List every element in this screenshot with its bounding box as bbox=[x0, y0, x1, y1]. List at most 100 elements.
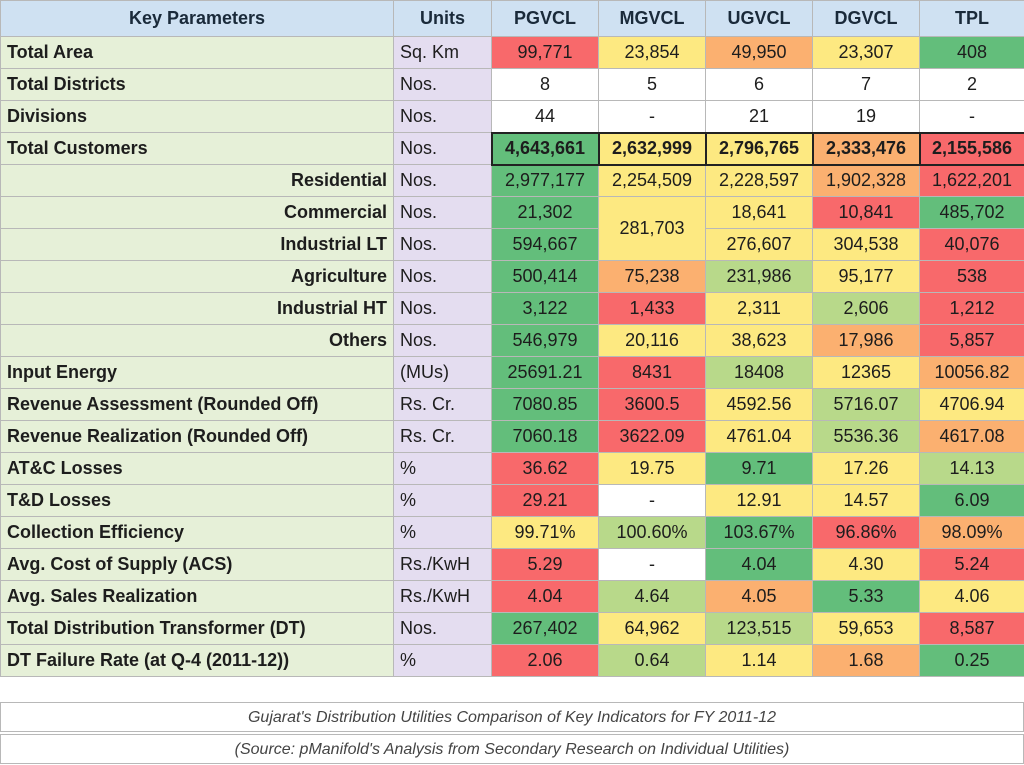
data-cell: 4706.94 bbox=[919, 388, 1024, 421]
row-label: Revenue Realization (Rounded Off) bbox=[0, 420, 394, 453]
row-label: DT Failure Rate (at Q-4 (2011-12)) bbox=[0, 644, 394, 677]
data-cell: 2,977,177 bbox=[491, 164, 599, 197]
row-label: Total Districts bbox=[0, 68, 394, 101]
data-cell: 5536.36 bbox=[812, 420, 920, 453]
row-label: Residential bbox=[0, 164, 394, 197]
data-cell: 4,643,661 bbox=[490, 131, 600, 166]
data-cell: 36.62 bbox=[491, 452, 599, 485]
data-cell: 12.91 bbox=[705, 484, 813, 517]
data-cell: 99.71% bbox=[491, 516, 599, 549]
row-unit: Nos. bbox=[393, 68, 492, 101]
comparison-table: Key Parameters Units PGVCL MGVCL UGVCL DGVCL T… bbox=[0, 0, 1024, 677]
data-cell: - bbox=[598, 548, 706, 581]
table-row: Total Distribution Transformer (DT) Nos. 2… bbox=[0, 612, 1024, 645]
table-row: Residential Nos. 2,977,177 2,254,509 2,228,5… bbox=[0, 164, 1024, 197]
data-cell: 21 bbox=[705, 100, 813, 133]
data-cell: 49,950 bbox=[705, 36, 813, 69]
data-cell: 10056.82 bbox=[919, 356, 1024, 389]
row-unit: Nos. bbox=[393, 132, 492, 165]
data-cell: 23,307 bbox=[812, 36, 920, 69]
data-cell: 1,212 bbox=[919, 292, 1024, 325]
data-cell: 5.29 bbox=[491, 548, 599, 581]
row-label: Commercial bbox=[0, 196, 394, 229]
data-cell: 3600.5 bbox=[598, 388, 706, 421]
data-cell: 18,641 bbox=[705, 196, 813, 229]
data-cell: 6 bbox=[705, 68, 813, 101]
table-source: (Source: pManifold's Analysis from Secon… bbox=[0, 734, 1024, 764]
table-row: AT&C Losses% 36.62 19.75 9.71 17.26 14.13 bbox=[0, 452, 1024, 485]
table-row: Commercial Nos. 21,302 281,703 18,641 10,841 4… bbox=[0, 196, 1024, 261]
data-cell: 2,254,509 bbox=[598, 164, 706, 197]
table-row: Revenue Assessment (Rounded Off) Rs. Cr. 7… bbox=[0, 388, 1024, 421]
column-header: UGVCL bbox=[705, 0, 813, 37]
table-row: Industrial HT Nos. 3,122 1,433 2,311 2,606 1,2… bbox=[0, 292, 1024, 325]
row-label: Avg. Sales Realization bbox=[0, 580, 394, 613]
row-unit: Rs./KwH bbox=[393, 580, 492, 613]
data-cell: 6.09 bbox=[919, 484, 1024, 517]
table-row: Total Area Sq. Km 99,771 23,854 49,950 23,307… bbox=[0, 36, 1024, 69]
data-cell: 8 bbox=[491, 68, 599, 101]
data-cell: 23,854 bbox=[598, 36, 706, 69]
data-cell: 103.67% bbox=[705, 516, 813, 549]
data-cell: 4.04 bbox=[705, 548, 813, 581]
data-cell: 5 bbox=[598, 68, 706, 101]
data-cell: 19 bbox=[812, 100, 920, 133]
table-row: Avg. Sales Realization Rs./KwH 4.04 4.64 4.0… bbox=[0, 580, 1024, 613]
data-cell: 1,622,201 bbox=[919, 164, 1024, 197]
data-cell: 594,667 bbox=[491, 228, 599, 261]
data-cell: 4617.08 bbox=[919, 420, 1024, 453]
data-cell: 1,902,328 bbox=[812, 164, 920, 197]
row-unit: Nos. bbox=[393, 228, 492, 261]
data-cell: 9.71 bbox=[705, 452, 813, 485]
data-cell: 5,857 bbox=[919, 324, 1024, 357]
data-cell: 276,607 bbox=[705, 228, 813, 261]
data-cell: 100.60% bbox=[598, 516, 706, 549]
data-cell: 64,962 bbox=[598, 612, 706, 645]
data-cell: 2,632,999 bbox=[597, 131, 707, 166]
data-cell: 14.57 bbox=[812, 484, 920, 517]
data-cell: 4761.04 bbox=[705, 420, 813, 453]
data-cell: 5.24 bbox=[919, 548, 1024, 581]
row-unit: % bbox=[393, 484, 492, 517]
row-unit: Rs. Cr. bbox=[393, 388, 492, 421]
data-cell: 5716.07 bbox=[812, 388, 920, 421]
row-unit: Nos. bbox=[393, 324, 492, 357]
header-row: Key Parameters Units PGVCL MGVCL UGVCL DGVCL T… bbox=[0, 0, 1024, 37]
row-unit: % bbox=[393, 452, 492, 485]
data-cell: 2.06 bbox=[491, 644, 599, 677]
data-cell: 267,402 bbox=[491, 612, 599, 645]
data-cell: 12365 bbox=[812, 356, 920, 389]
data-cell: 1.14 bbox=[705, 644, 813, 677]
data-cell: 29.21 bbox=[491, 484, 599, 517]
row-label: Total Area bbox=[0, 36, 394, 69]
data-cell: 96.86% bbox=[812, 516, 920, 549]
row-unit: Nos. bbox=[393, 100, 492, 133]
data-cell: - bbox=[919, 100, 1024, 133]
table-row: Agriculture Nos. 500,414 75,238 231,986 95,17… bbox=[0, 260, 1024, 293]
data-cell: 123,515 bbox=[705, 612, 813, 645]
row-label: Total Customers bbox=[0, 132, 394, 165]
data-cell: 3622.09 bbox=[598, 420, 706, 453]
data-cell: 17,986 bbox=[812, 324, 920, 357]
table-row: Divisions Nos. 44-21 19- bbox=[0, 100, 1024, 133]
table-row: Input Energy (MUs) 25691.21 8431 18408 12365 1… bbox=[0, 356, 1024, 389]
data-cell: 2,155,586 bbox=[918, 131, 1024, 166]
data-cell: 304,538 bbox=[812, 228, 920, 261]
data-cell: 1,433 bbox=[598, 292, 706, 325]
row-unit: Nos. bbox=[393, 612, 492, 645]
data-cell: 408 bbox=[919, 36, 1024, 69]
data-cell: 2 bbox=[919, 68, 1024, 101]
table-caption: Gujarat's Distribution Utilities Compari… bbox=[0, 702, 1024, 732]
row-unit: Sq. Km bbox=[393, 36, 492, 69]
row-label: Others bbox=[0, 324, 394, 357]
data-cell: - bbox=[598, 484, 706, 517]
data-cell: 19.75 bbox=[598, 452, 706, 485]
row-unit: % bbox=[393, 516, 492, 549]
row-unit: Rs. Cr. bbox=[393, 420, 492, 453]
data-cell: 3,122 bbox=[491, 292, 599, 325]
data-cell: 2,606 bbox=[812, 292, 920, 325]
data-cell: 4.30 bbox=[812, 548, 920, 581]
data-cell: 546,979 bbox=[491, 324, 599, 357]
data-cell: 4.64 bbox=[598, 580, 706, 613]
data-cell: 20,116 bbox=[598, 324, 706, 357]
